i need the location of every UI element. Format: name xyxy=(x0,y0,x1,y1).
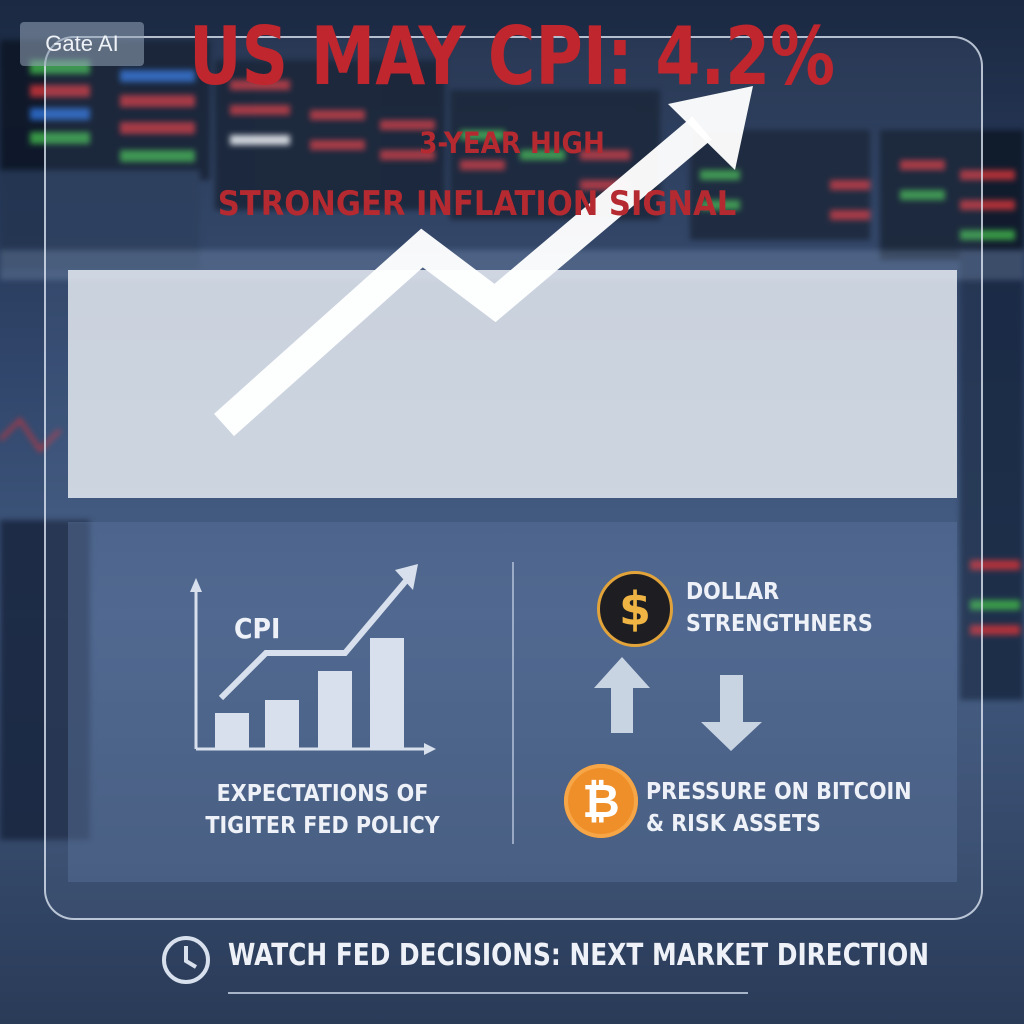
dollar-text-line-2: STRENGTHNERS xyxy=(686,611,873,637)
dollar-strengthens-text: DOLLAR STRENGTHNERS xyxy=(686,576,873,640)
chart-bar-3 xyxy=(318,671,352,749)
bitcoin-coin-icon: ₿ xyxy=(564,764,638,838)
headline-subtitle-high: 3-YEAR HIGH xyxy=(419,126,605,160)
dollar-text-line-1: DOLLAR xyxy=(686,579,780,605)
fed-policy-caption-line-1: EXPECTATIONS OF xyxy=(216,781,429,807)
fed-policy-caption-line-2: TIGITER FED POLICY xyxy=(205,813,440,839)
arrow-down-icon xyxy=(701,675,762,751)
bitcoin-pressure-text: PRESSURE ON BITCOIN & RISK ASSETS xyxy=(646,776,912,840)
dollar-coin-icon: $ xyxy=(597,571,673,647)
chart-trend-line xyxy=(218,574,413,701)
chart-bar-1 xyxy=(215,713,249,749)
chart-bar-2 xyxy=(265,700,299,749)
fed-policy-caption: EXPECTATIONS OF TIGITER FED POLICY xyxy=(200,778,445,842)
arrow-up-icon xyxy=(594,657,650,733)
panel-divider xyxy=(512,562,514,844)
cpi-chart-label: CPI xyxy=(234,612,281,645)
bitcoin-text-line-2: & RISK ASSETS xyxy=(646,811,821,837)
brand-badge: Gate AI xyxy=(20,22,144,66)
footer-message: WATCH FED DECISIONS: NEXT MARKET DIRECTI… xyxy=(228,938,930,973)
chart-bar-4 xyxy=(370,638,404,749)
headline-title: US MAY CPI: 4.2% xyxy=(188,10,836,103)
headline-subtitle-signal: STRONGER INFLATION SIGNAL xyxy=(217,184,737,224)
footer-underline xyxy=(228,992,748,994)
bitcoin-text-line-1: PRESSURE ON BITCOIN xyxy=(646,779,912,805)
clock-icon xyxy=(162,936,210,984)
